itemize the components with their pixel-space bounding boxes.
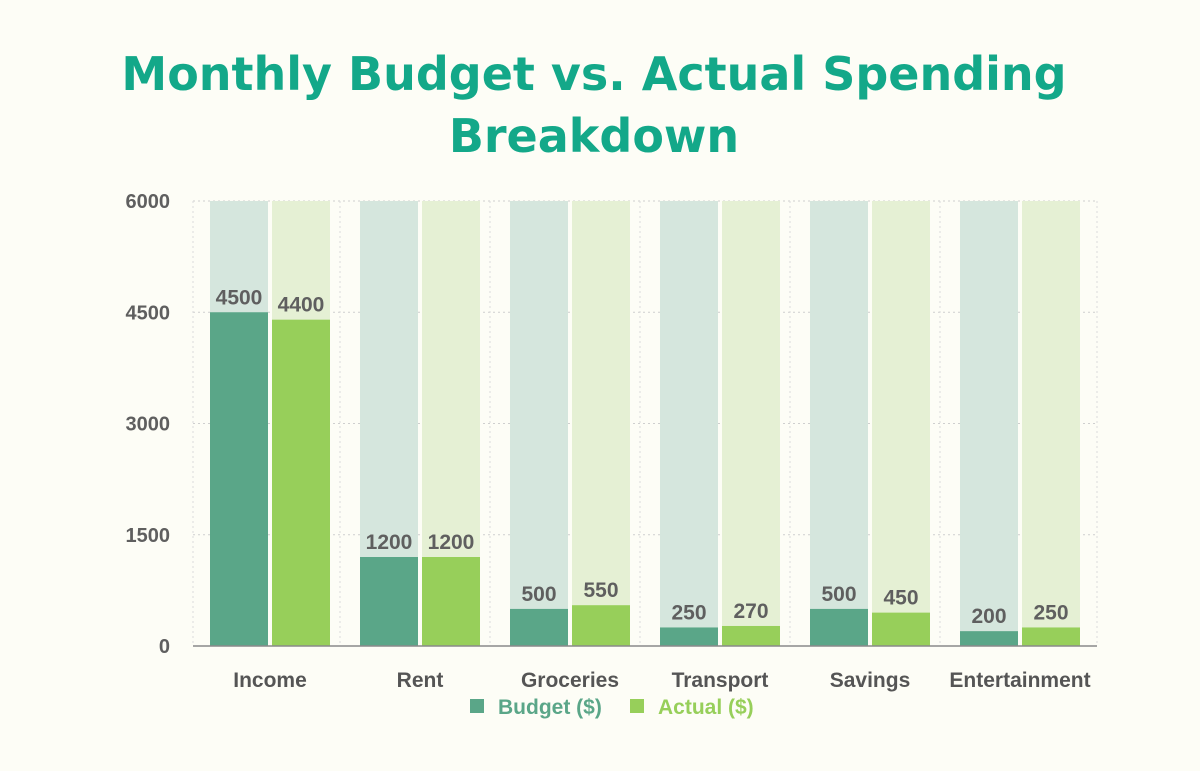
axes: 0 1500 3000 4500 6000 Income Rent Groceries Tran… [126,191,1097,692]
legend: Budget ($) Actual ($) [470,696,754,719]
budget-bar-transport [660,627,718,646]
data-label: 4400 [278,294,325,317]
budget-bar-rent [360,557,418,646]
budget-bar-groceries [510,608,568,646]
actual-bar-income [272,319,330,646]
y-tick-label: 0 [159,636,170,658]
bar-track [872,201,930,646]
x-tick-label: Rent [397,669,444,692]
actual-bar-entertainment [1022,627,1080,646]
actual-bar-groceries [572,605,630,646]
x-tick-label: Savings [830,669,911,692]
data-label: 550 [583,579,618,602]
data-label: 270 [733,600,768,623]
budget-bar-entertainment [960,631,1018,646]
budget-bar-income [210,312,268,646]
actual-bar-transport [722,625,780,646]
actual-bar-rent [422,557,480,646]
y-tick-label: 3000 [126,414,171,436]
bar-track [510,201,568,646]
budget-bar-savings [810,608,868,646]
data-labels: 4500 4400 1200 1200 500 550 250 270 500 450 200 250 [216,286,1069,628]
y-tick-label: 1500 [126,525,171,547]
actual-bar-savings [872,612,930,646]
bars [210,312,1080,646]
x-tick-label: Income [233,669,307,692]
gridlines [192,200,1098,646]
data-label: 4500 [216,286,263,309]
x-tick-label: Entertainment [949,669,1090,692]
data-label: 500 [521,583,556,606]
data-label: 450 [883,587,918,610]
y-tick-label: 6000 [126,191,171,213]
data-label: 250 [671,601,706,624]
legend-label: Actual ($) [658,696,754,719]
bar-track [660,201,718,646]
chart-title-line-2: Breakdown [449,109,739,163]
data-label: 500 [821,583,856,606]
data-label: 250 [1033,601,1068,624]
bar-track [810,201,868,646]
legend-swatch [470,699,484,713]
data-label: 1200 [366,531,413,554]
legend-swatch [630,699,644,713]
x-tick-label: Transport [672,669,769,692]
bar-track [572,201,630,646]
bar-track [1022,201,1080,646]
bar-track [960,201,1018,646]
data-label: 200 [971,605,1006,628]
chart-title-line-1: Monthly Budget vs. Actual Spending [121,47,1066,101]
bar-track [722,201,780,646]
y-tick-label: 4500 [126,302,171,324]
x-tick-label: Groceries [521,669,619,692]
data-label: 1200 [428,531,475,554]
legend-label: Budget ($) [498,696,602,719]
